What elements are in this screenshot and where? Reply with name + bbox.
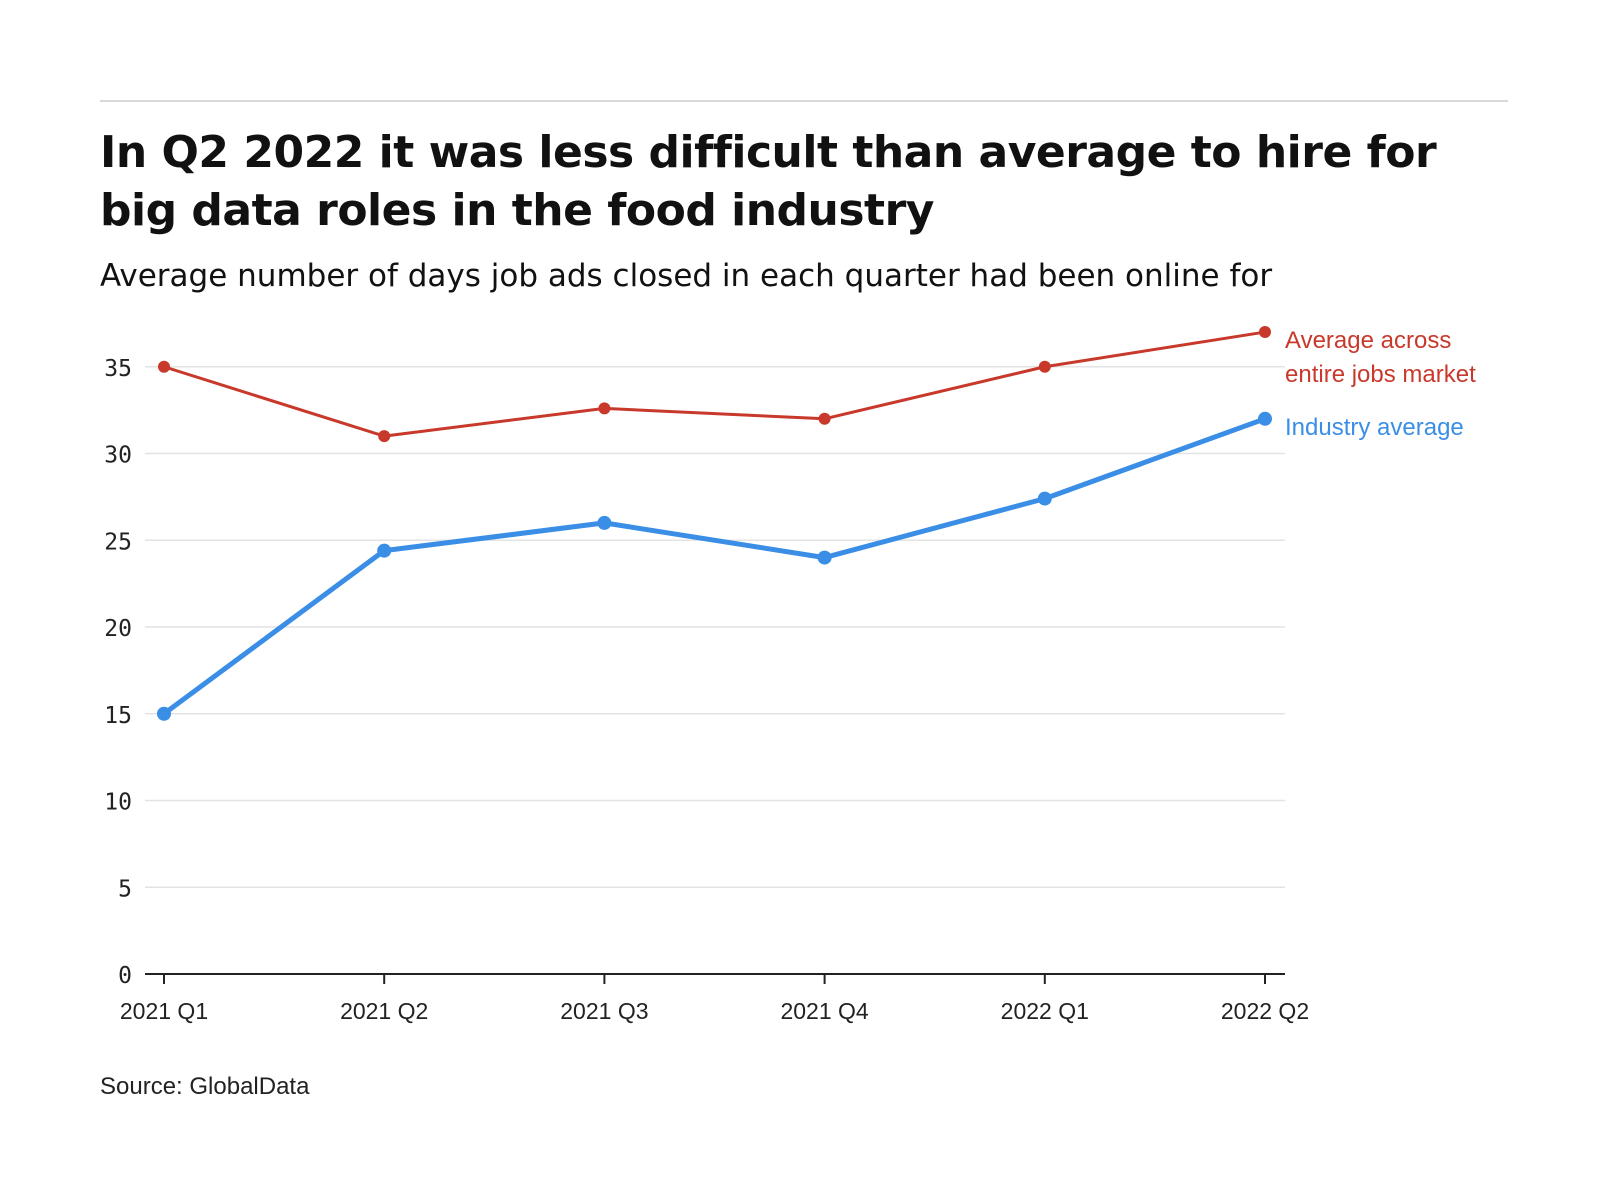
series-1-point-3 <box>817 550 832 565</box>
x-tick-label-0: 2021 Q1 <box>120 998 208 1024</box>
series-0-point-0 <box>158 360 170 373</box>
series-1-point-4 <box>1037 491 1052 506</box>
x-tick-label-2: 2021 Q3 <box>560 998 648 1024</box>
y-tick-label-35: 35 <box>104 356 132 382</box>
y-tick-label-25: 25 <box>104 529 132 555</box>
series-0-point-2 <box>598 402 611 415</box>
series-label-0-line-0: Average across <box>1285 327 1451 354</box>
series-0-point-1 <box>378 430 391 443</box>
series-0-point-4 <box>1038 360 1051 373</box>
series-1-point-1 <box>377 543 392 558</box>
series-0-point-3 <box>818 412 831 425</box>
series-line-1 <box>161 416 1268 717</box>
chart-subtitle: Average number of days job ads closed in… <box>100 258 1273 294</box>
series-line-0 <box>162 330 1267 438</box>
top-divider <box>100 100 1508 102</box>
x-tick-label-3: 2021 Q4 <box>780 998 868 1024</box>
series-1-point-2 <box>597 515 612 530</box>
series-0-point-5 <box>1259 326 1271 339</box>
y-tick-label-15: 15 <box>104 703 132 729</box>
chart-title: In Q2 2022 it was less difficult than av… <box>100 127 1437 236</box>
x-tick-label-4: 2022 Q1 <box>1001 998 1089 1024</box>
source-note: Source: GlobalData <box>100 1073 310 1100</box>
y-tick-label-20: 20 <box>104 616 132 642</box>
y-tick-label-10: 10 <box>104 790 132 816</box>
series-label-0-line-1: entire jobs market <box>1285 361 1476 388</box>
y-tick-label-0: 0 <box>118 963 132 989</box>
series-1-point-0 <box>157 706 171 721</box>
y-tick-label-30: 30 <box>104 443 132 469</box>
series-label-1-line-0: Industry average <box>1285 414 1464 441</box>
x-tick-label-5: 2022 Q2 <box>1221 998 1309 1024</box>
x-tick-label-1: 2021 Q2 <box>340 998 428 1024</box>
y-tick-label-5: 5 <box>118 876 132 902</box>
series-1-point-5 <box>1258 411 1272 426</box>
